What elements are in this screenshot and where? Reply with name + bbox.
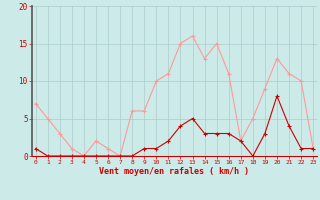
X-axis label: Vent moyen/en rafales ( km/h ): Vent moyen/en rafales ( km/h ) (100, 167, 249, 176)
